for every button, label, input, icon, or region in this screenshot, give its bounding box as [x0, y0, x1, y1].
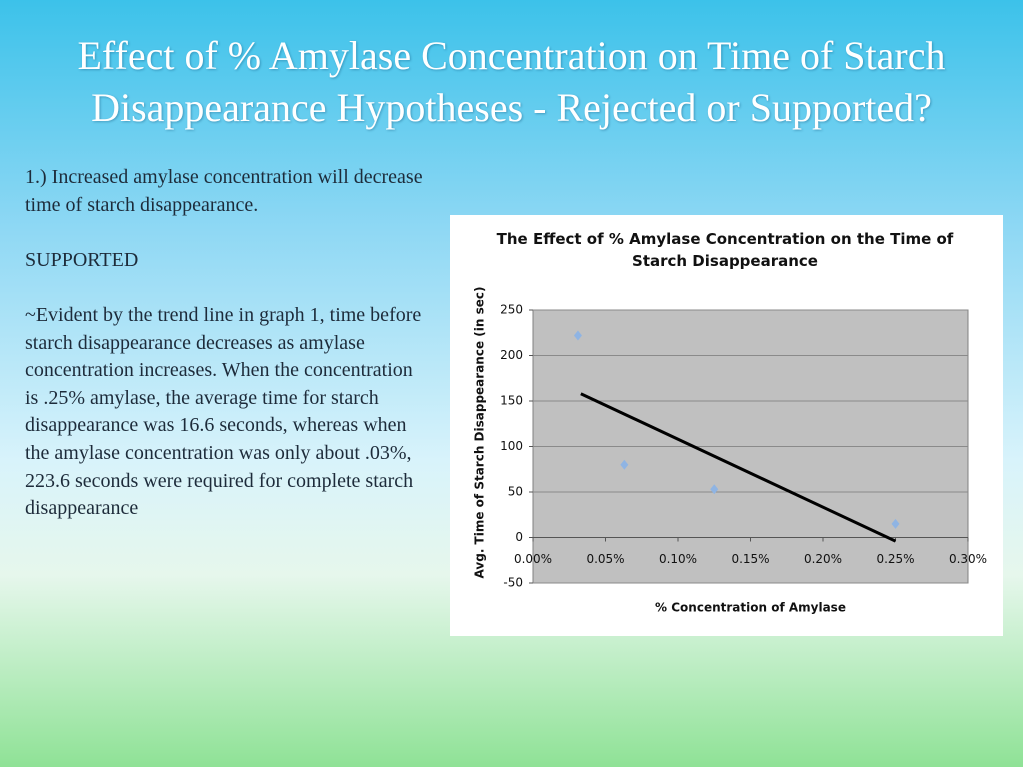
point [620, 459, 629, 470]
x-tick-label: 0.20% [804, 552, 842, 566]
x-tick-label: 0.25% [876, 552, 914, 566]
y-tick-label: 200 [500, 348, 523, 362]
point [573, 330, 582, 341]
x-tick-label: 0.10% [659, 552, 697, 566]
paragraph: SUPPORTED [25, 248, 139, 271]
y-tick-label: 50 [508, 485, 523, 499]
y-tick-label: 150 [500, 394, 523, 408]
x-tick-label: 0.00% [514, 552, 552, 566]
point [891, 518, 900, 529]
y-axis-title: Avg. Time of Starch Disappearance (in se… [473, 287, 487, 579]
paragraph: 1.) Increased amylase concentration will… [25, 166, 423, 216]
x-axis-title: % Concentration of Amylase [655, 601, 846, 615]
paragraph: ~Evident by the trend line in graph 1, t… [25, 303, 422, 520]
x-tick-label: 0.15% [731, 552, 769, 566]
slide-body: 1.) Increased amylase concentration will… [25, 164, 430, 550]
trend-line [580, 392, 897, 543]
y-tick-label: 250 [500, 303, 523, 317]
y-tick-label: -50 [503, 576, 523, 590]
x-tick-label: 0.30% [949, 552, 987, 566]
y-tick-label: 0 [515, 530, 523, 544]
slide-title: Effect of % Amylase Concentration on Tim… [77, 33, 946, 130]
y-tick-label: 100 [500, 439, 523, 453]
x-tick-label: 0.05% [586, 552, 624, 566]
point [710, 484, 719, 495]
chart-panel: -50 0 50 100 150 200 250 0.00% 0.05% 0.10% 0.15% 0.… [450, 215, 1003, 636]
chart: -50 0 50 100 150 200 250 0.00% 0.05% 0.10% 0.15% 0.… [473, 287, 988, 615]
chart-title: The Effect of % Amylase Concentration on… [496, 230, 954, 270]
